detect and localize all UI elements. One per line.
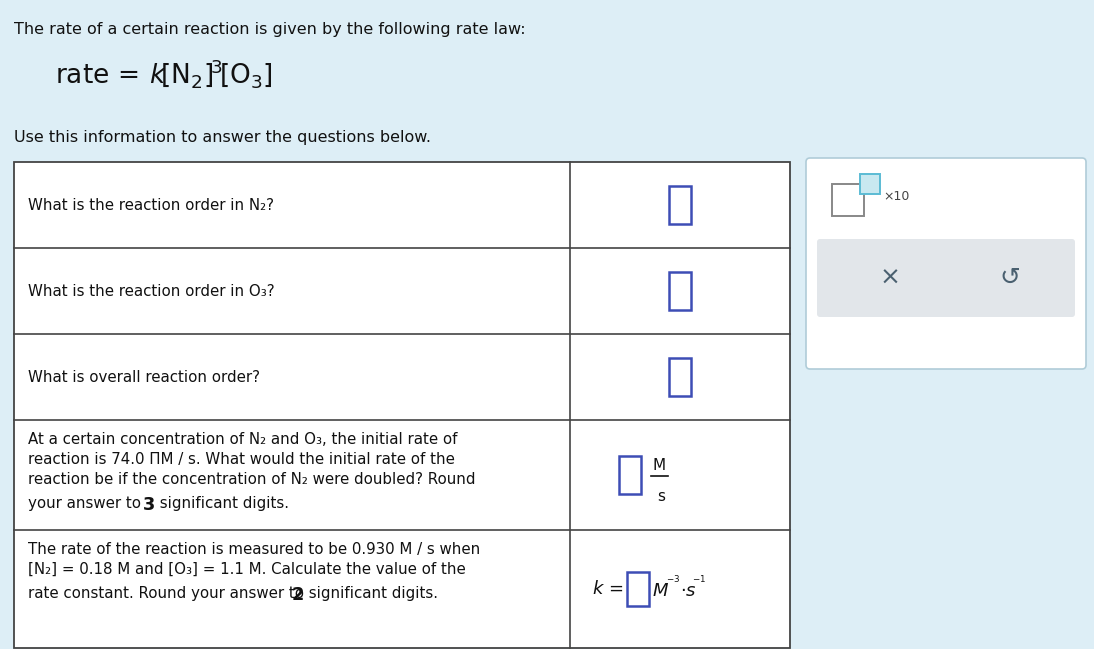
FancyBboxPatch shape	[627, 572, 649, 606]
Text: M: M	[652, 458, 665, 472]
FancyBboxPatch shape	[817, 239, 1075, 317]
Text: $k\,{=}$: $k\,{=}$	[592, 580, 624, 598]
Text: What is the reaction order in O₃?: What is the reaction order in O₃?	[28, 284, 275, 299]
Text: What is overall reaction order?: What is overall reaction order?	[28, 369, 260, 384]
FancyBboxPatch shape	[619, 456, 641, 494]
Text: ×: ×	[880, 266, 900, 290]
FancyBboxPatch shape	[670, 358, 691, 396]
Text: 3: 3	[143, 496, 155, 514]
Text: $^{-3}$: $^{-3}$	[666, 575, 680, 588]
Text: reaction is 74.0 ΠΜ / s. What would the initial rate of the: reaction is 74.0 ΠΜ / s. What would the …	[28, 452, 455, 467]
FancyBboxPatch shape	[806, 158, 1086, 369]
Text: your answer to: your answer to	[28, 496, 146, 511]
Text: rate$\,{=}\,k\!\left[\mathrm{N_2}\right]^{\!3}\!\left[\mathrm{O_3}\right]$: rate$\,{=}\,k\!\left[\mathrm{N_2}\right]…	[55, 58, 272, 90]
Text: reaction be if the concentration of N₂ were doubled? Round: reaction be if the concentration of N₂ w…	[28, 472, 476, 487]
FancyBboxPatch shape	[860, 174, 880, 194]
Text: significant digits.: significant digits.	[304, 586, 438, 601]
Text: ×10: ×10	[883, 191, 909, 204]
Text: $M$: $M$	[652, 582, 670, 600]
Text: 2: 2	[292, 586, 304, 604]
FancyBboxPatch shape	[670, 272, 691, 310]
Text: s: s	[657, 489, 665, 504]
FancyBboxPatch shape	[670, 186, 691, 224]
Text: $\cdot s$: $\cdot s$	[680, 582, 697, 600]
FancyBboxPatch shape	[14, 162, 790, 648]
Text: rate constant. Round your answer to: rate constant. Round your answer to	[28, 586, 309, 601]
Text: What is the reaction order in N₂?: What is the reaction order in N₂?	[28, 197, 274, 212]
Text: The rate of the reaction is measured to be 0.930 Μ / s when: The rate of the reaction is measured to …	[28, 542, 480, 557]
Text: At a certain concentration of N₂ and O₃, the initial rate of: At a certain concentration of N₂ and O₃,…	[28, 432, 457, 447]
Text: [N₂] = 0.18 Μ and [O₃] = 1.1 Μ. Calculate the value of the: [N₂] = 0.18 Μ and [O₃] = 1.1 Μ. Calculat…	[28, 562, 466, 577]
Text: $^{-1}$: $^{-1}$	[693, 575, 707, 588]
Text: The rate of a certain reaction is given by the following rate law:: The rate of a certain reaction is given …	[14, 22, 525, 37]
Text: Use this information to answer the questions below.: Use this information to answer the quest…	[14, 130, 431, 145]
FancyBboxPatch shape	[833, 184, 864, 216]
Text: ↺: ↺	[1000, 266, 1021, 290]
Text: significant digits.: significant digits.	[155, 496, 289, 511]
